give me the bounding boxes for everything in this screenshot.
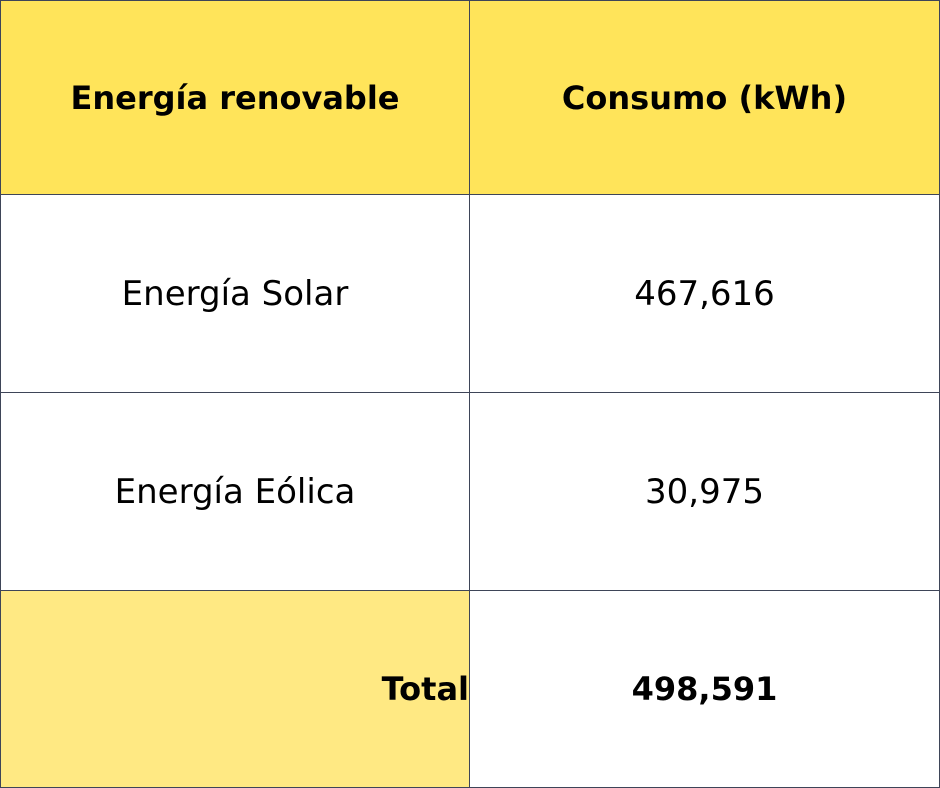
cell-consumption-value: 467,616 <box>469 194 940 393</box>
cell-energy-type: Energía Solar <box>0 194 470 393</box>
table-header-row: Energía renovable Consumo (kWh) <box>0 0 940 195</box>
table-row: Energía Eólica 30,975 <box>0 392 940 591</box>
header-renewable-energy: Energía renovable <box>0 0 470 195</box>
cell-consumption-value: 30,975 <box>469 392 940 591</box>
table-row: Energía Solar 467,616 <box>0 194 940 393</box>
header-consumption: Consumo (kWh) <box>469 0 940 195</box>
total-value: 498,591 <box>469 590 940 788</box>
table-total-row: Total 498,591 <box>0 590 940 788</box>
total-label: Total <box>0 590 470 788</box>
cell-energy-type: Energía Eólica <box>0 392 470 591</box>
